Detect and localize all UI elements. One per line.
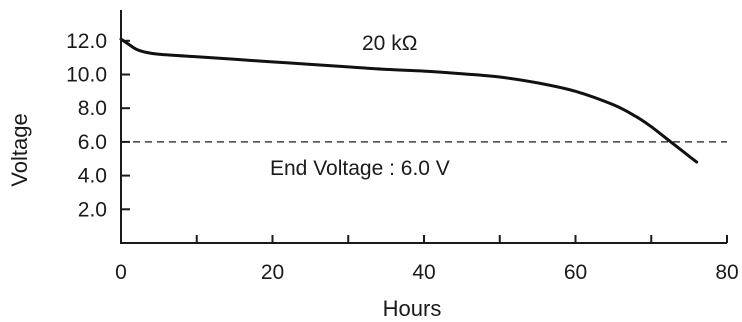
y-axis-label: Voltage [7,113,32,186]
y-axis-ticks: 2.0 4.0 6.0 8.0 10.0 12.0 [66,30,130,221]
y-tick-label: 10.0 [66,64,107,87]
series-annotation: 20 kΩ [362,32,417,55]
x-tick-label: 40 [412,261,435,284]
x-axis-label: Hours [383,296,442,321]
y-tick-label: 4.0 [78,165,107,188]
y-tick-label: 6.0 [78,131,107,154]
x-tick-label: 0 [115,261,127,284]
y-tick-label: 12.0 [66,30,107,53]
x-axis-ticks: 0 20 40 60 80 [115,235,739,284]
y-tick-label: 8.0 [78,97,107,120]
series-line-20k [119,37,699,164]
end-voltage-annotation: End Voltage : 6.0 V [270,157,450,180]
x-tick-label: 60 [564,261,587,284]
y-tick-label: 2.0 [78,198,107,221]
x-tick-label: 20 [261,261,284,284]
x-tick-label: 80 [715,261,738,284]
